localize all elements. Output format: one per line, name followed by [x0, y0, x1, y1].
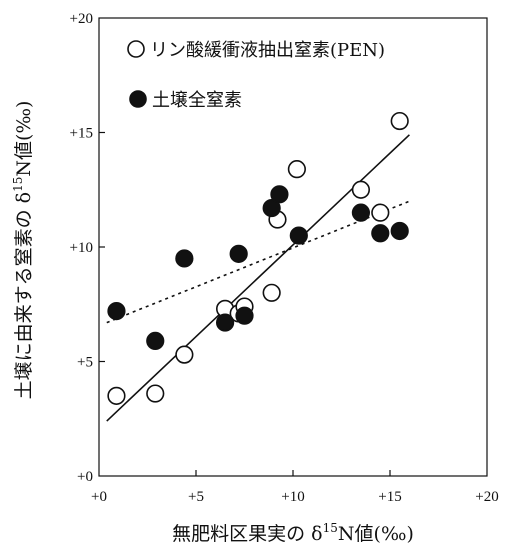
point-pen [175, 345, 194, 364]
point-total-n [371, 224, 390, 243]
data-points [107, 111, 409, 405]
point-total-n [107, 302, 126, 321]
y-tick-label: +5 [77, 355, 93, 371]
legend-label-total-n: 土壌全窒素 [152, 90, 242, 111]
legend-marker-filled [129, 90, 147, 108]
x-tick-label: +15 [378, 489, 401, 505]
y-tick-label: +10 [70, 240, 93, 256]
trendline-dotted [106, 200, 410, 324]
axis-ticks: +0 +5 +10 +15 +20 +0 +5 +10 +15 +20 [70, 11, 499, 505]
trendlines [106, 134, 410, 422]
y-tick-label: +15 [70, 126, 93, 142]
x-axis-title-post: N値(‰) [338, 523, 414, 545]
plot-area-frame [98, 17, 488, 477]
point-pen [351, 180, 371, 199]
x-tick-label: +20 [475, 489, 498, 505]
point-pen [146, 384, 165, 403]
point-total-n [270, 185, 289, 204]
point-total-n [262, 198, 281, 218]
point-total-n [390, 221, 409, 241]
point-pen [390, 111, 409, 131]
y-axis-title-sup: 15 [11, 177, 25, 192]
y-axis-title-pre: 土壌に由来する窒素の δ [13, 192, 35, 399]
y-tick-label: +20 [70, 11, 93, 27]
x-axis-title: 無肥料区果実の δ15N値(‰) [172, 521, 414, 545]
y-axis-title: 土壌に由来する窒素の δ15N値(‰) [11, 101, 35, 400]
point-total-n [175, 249, 194, 268]
legend-marker-open [127, 40, 145, 58]
point-pen [371, 203, 390, 222]
point-pen [107, 386, 126, 405]
x-tick-label: +5 [188, 489, 204, 505]
legend-label-pen: リン酸緩衝液抽出窒素(PEN) [150, 40, 385, 61]
x-axis-title-sup: 15 [323, 521, 338, 535]
y-axis-title-post: N値(‰) [13, 101, 35, 177]
y-tick-label: +0 [77, 469, 93, 485]
x-tick-label: +0 [91, 489, 107, 505]
point-total-n [146, 331, 165, 350]
point-total-n [289, 226, 308, 245]
trendline-solid [106, 134, 410, 422]
x-tick-label: +10 [281, 489, 304, 505]
point-pen [287, 160, 306, 179]
point-total-n [351, 203, 371, 222]
point-total-n [216, 313, 235, 332]
legend: リン酸緩衝液抽出窒素(PEN) 土壌全窒素 [127, 40, 385, 111]
point-total-n [235, 306, 254, 325]
point-total-n [229, 244, 248, 263]
x-axis-title-pre: 無肥料区果実の δ [172, 523, 322, 545]
point-pen [262, 283, 281, 302]
